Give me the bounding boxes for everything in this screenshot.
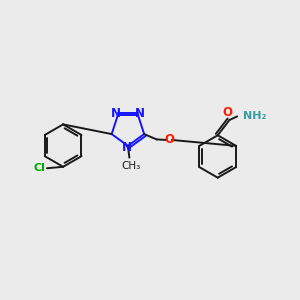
Text: O: O — [222, 106, 232, 119]
Text: CH₃: CH₃ — [121, 161, 140, 171]
Text: O: O — [164, 134, 174, 146]
Text: Cl: Cl — [33, 163, 45, 173]
Text: NH₂: NH₂ — [243, 111, 266, 122]
Text: N: N — [111, 107, 121, 120]
Text: N: N — [135, 107, 145, 120]
Text: N: N — [122, 141, 132, 154]
